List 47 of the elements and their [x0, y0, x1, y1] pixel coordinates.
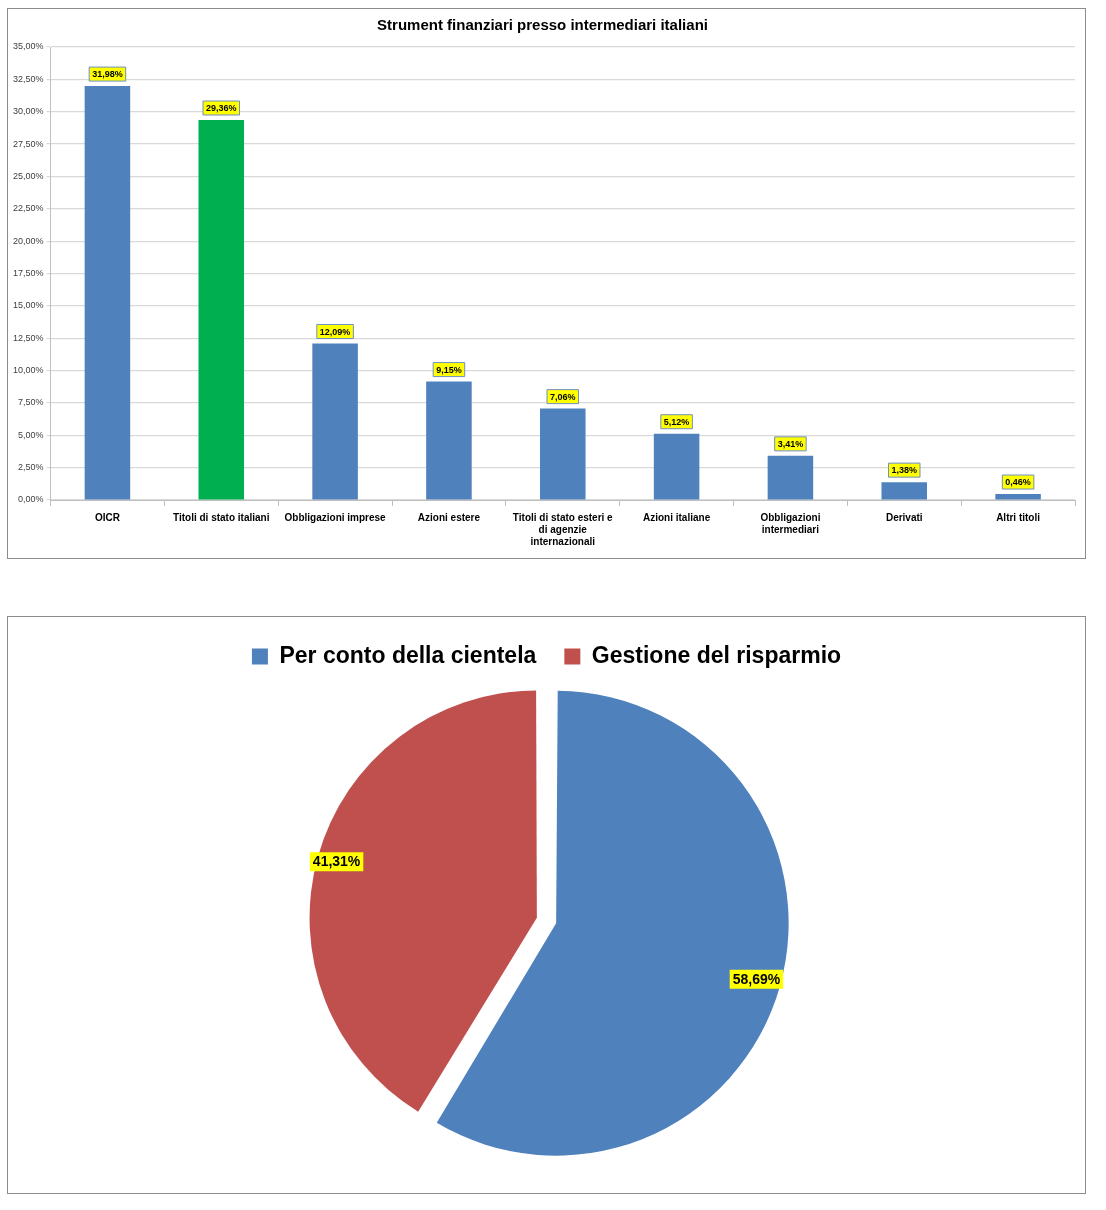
data-label: 3,41% — [777, 438, 804, 449]
bar — [426, 381, 472, 500]
x-tick-label: Obbligazioni intermediari — [760, 511, 821, 535]
y-tick-label: 20,00% — [12, 235, 44, 246]
y-tick-label: 17,50% — [12, 267, 44, 278]
x-tick-label: Obbligazioni imprese — [284, 511, 387, 523]
data-label: 41,31% — [312, 853, 361, 870]
bar — [767, 455, 814, 500]
y-tick-label: 0,00% — [17, 494, 44, 505]
bar — [84, 86, 131, 500]
legend-label: Per conto della cientela — [279, 641, 537, 668]
bar — [312, 343, 358, 500]
y-tick-label: 5,00% — [17, 429, 44, 440]
y-tick-label: 15,00% — [12, 300, 44, 311]
x-tick-label: OICR — [94, 511, 121, 523]
y-tick-label: 7,50% — [17, 397, 44, 408]
y-tick-label: 12,50% — [12, 332, 44, 343]
y-tick-label: 32,50% — [12, 73, 44, 84]
data-label: 5,12% — [663, 416, 690, 427]
chart-title: Strument finanziari presso intermediari italiani — [377, 16, 708, 34]
y-tick-label: 22,50% — [12, 203, 44, 214]
y-tick-label: 27,50% — [12, 138, 44, 149]
x-tick-label: Azioni italiane — [642, 511, 711, 523]
data-label: 29,36% — [206, 102, 237, 113]
data-label: 58,69% — [732, 970, 781, 987]
y-tick-label: 2,50% — [17, 462, 44, 473]
x-tick-label: Titoli di stato italiani — [173, 511, 270, 523]
bar — [540, 408, 586, 500]
data-label: 31,98% — [92, 69, 123, 80]
y-tick-label: 35,00% — [12, 41, 44, 52]
data-label: 12,09% — [319, 326, 351, 337]
legend-label: Gestione del risparmio — [591, 641, 842, 668]
x-tick-label: Azioni estere — [417, 511, 481, 523]
y-tick-label: 30,00% — [12, 106, 44, 117]
y-tick-label: 25,00% — [12, 170, 44, 181]
data-label: 7,06% — [550, 391, 576, 402]
data-label: 1,38% — [891, 465, 918, 476]
bar — [881, 482, 928, 500]
data-label: 0,46% — [1005, 477, 1031, 488]
x-tick-label: Derivati — [885, 511, 923, 523]
x-tick-label: Titoli di stato esteri e di agenzie internazionali — [512, 511, 614, 547]
bar — [995, 494, 1041, 500]
bar — [198, 120, 245, 500]
x-tick-label: Altri titoli — [996, 511, 1041, 523]
data-label: 9,15% — [436, 364, 462, 375]
y-tick-label: 10,00% — [12, 365, 44, 376]
bar — [653, 433, 700, 500]
